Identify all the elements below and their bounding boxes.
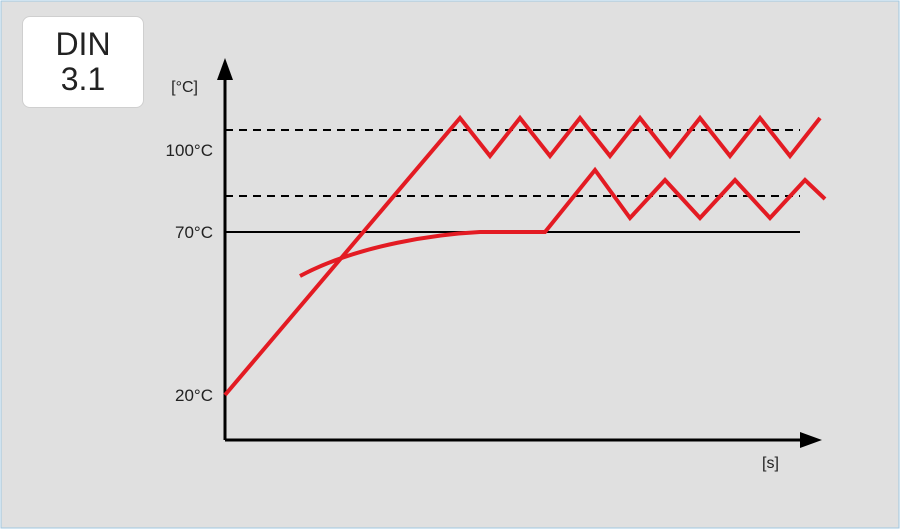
y-tick-label: 70°C	[175, 223, 213, 242]
figure-root: 100°C 70°C 20°C [°C] [s] DIN 3.1	[0, 0, 900, 529]
y-tick-label: 100°C	[166, 141, 213, 160]
x-axis-unit: [s]	[762, 455, 779, 472]
y-axis-unit: [°C]	[171, 79, 198, 96]
y-tick-label: 20°C	[175, 386, 213, 405]
din-badge-line2: 3.1	[61, 62, 105, 97]
din-badge-line1: DIN	[55, 27, 110, 62]
din-badge: DIN 3.1	[22, 16, 144, 108]
